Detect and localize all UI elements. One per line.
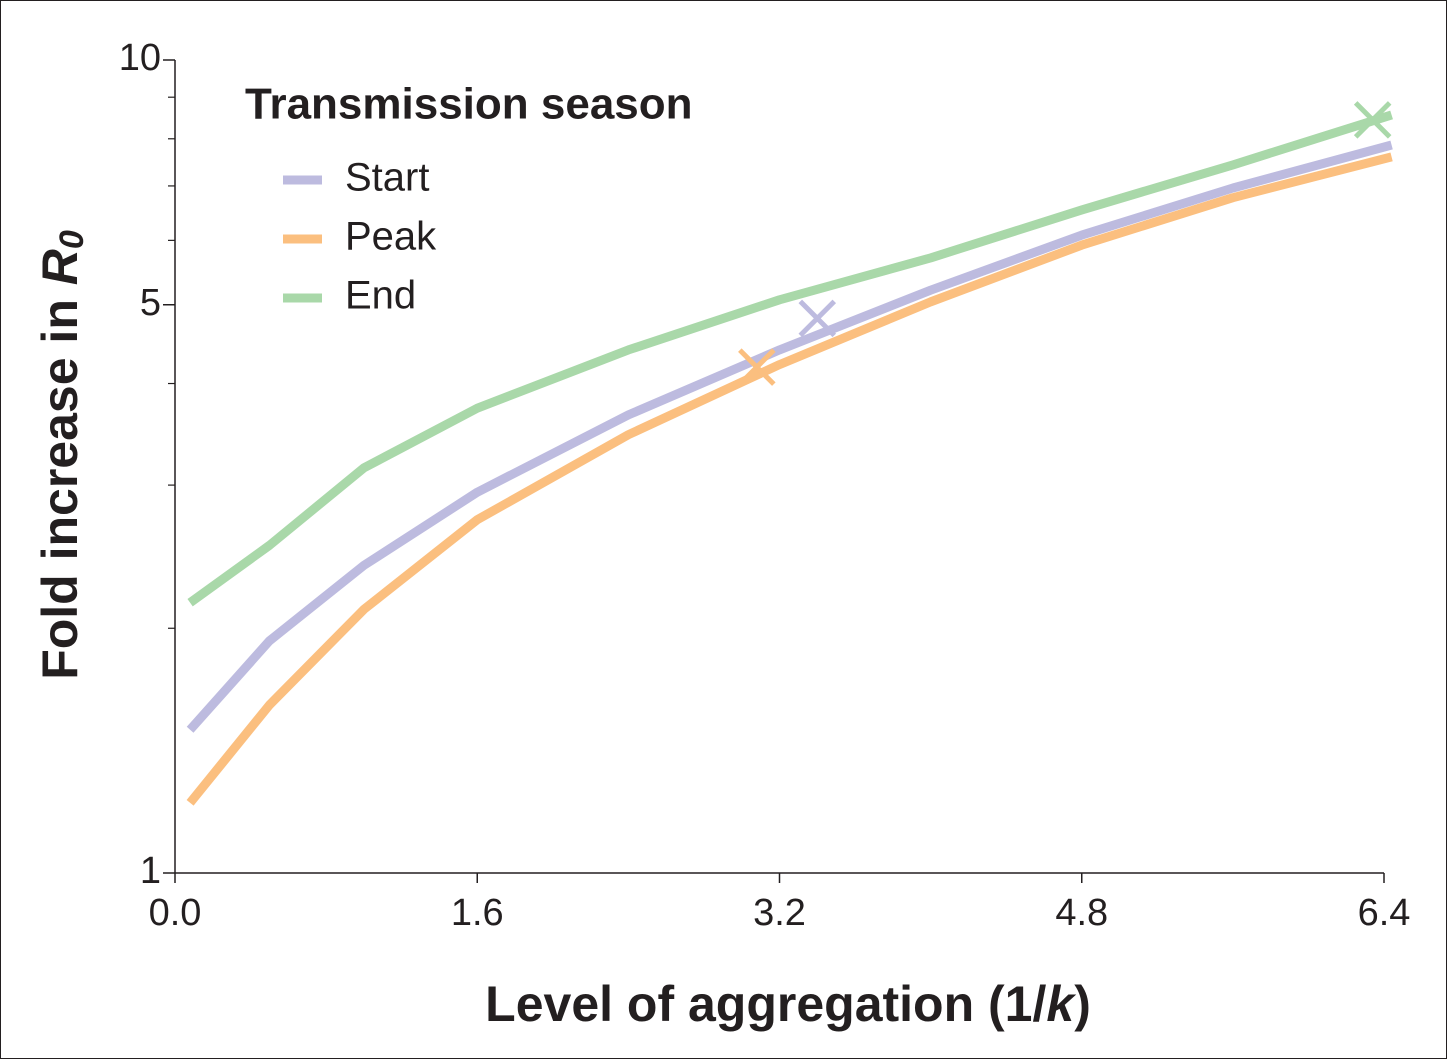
x-tick-label: 6.4 — [1358, 892, 1411, 934]
x-axis-label: Level of aggregation (1/k) — [485, 976, 1091, 1032]
marker — [798, 299, 837, 338]
y-label-sub: 0 — [53, 230, 91, 249]
y-label-text: Fold increase in — [32, 285, 88, 680]
marker — [1353, 101, 1392, 139]
x-tick-label: 3.2 — [753, 892, 806, 934]
x-tick-label: 1.6 — [451, 892, 504, 934]
series-line — [186, 140, 1393, 733]
legend-label: Start — [345, 156, 429, 200]
legend-label: End — [345, 274, 416, 318]
x-label-text: Level of aggregation (1/ — [485, 976, 1046, 1032]
marker — [738, 348, 776, 386]
legend-label: Peak — [345, 215, 437, 259]
y-tick-label: 10 — [119, 37, 161, 79]
x-label-after: ) — [1074, 976, 1091, 1032]
y-axis-label: Fold increase in R0 — [32, 230, 91, 680]
y-tick-label: 1 — [140, 850, 161, 892]
series-line — [186, 152, 1393, 806]
x-tick-label: 4.8 — [1055, 892, 1108, 934]
series-line — [187, 110, 1393, 607]
legend-title: Transmission season — [245, 80, 693, 129]
y-tick-label: 5 — [140, 282, 161, 324]
x-tick-label: 0.0 — [149, 892, 202, 934]
y-label-italic: R — [32, 249, 88, 285]
x-label-italic: k — [1046, 976, 1076, 1032]
